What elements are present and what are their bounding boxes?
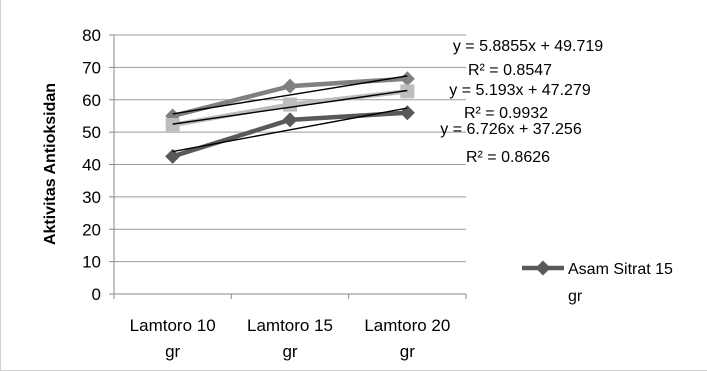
data-point (165, 118, 180, 133)
data-point (282, 112, 298, 128)
data-point (399, 71, 415, 87)
legend: Asam Sitrat 15 gr (522, 260, 673, 305)
r-squared-label: R² = 0.8626 (466, 149, 550, 166)
y-tick-label: 50 (82, 123, 101, 142)
x-tick-label: Lamtoro 15 (247, 316, 333, 335)
trendline-1 (172, 75, 408, 115)
y-tick-label: 70 (82, 58, 101, 77)
data-point (399, 105, 415, 121)
y-tick-label: 60 (82, 91, 101, 110)
legend-entry-label: gr (568, 288, 583, 305)
trendline-3 (172, 107, 408, 153)
data-point (282, 78, 298, 94)
y-tick-label: 30 (82, 188, 101, 207)
y-tick-label: 0 (92, 285, 101, 304)
y-axis-label: Aktivitas Antioksidan (42, 83, 59, 245)
x-tick-labels: Lamtoro 10 gr Lamtoro 15 gr Lamtoro 20 gr (130, 316, 451, 361)
y-tick-label: 20 (82, 220, 101, 239)
y-tick-label: 40 (82, 156, 101, 175)
data-point (165, 148, 181, 164)
data-point (535, 260, 551, 276)
axes (113, 35, 466, 295)
series-group (165, 71, 415, 164)
trend-equation: y = 5.193x + 47.279 (449, 82, 591, 99)
trendlines (172, 75, 408, 153)
x-tick-label: Lamtoro 20 (364, 316, 450, 335)
trendline-2 (172, 89, 408, 125)
data-point (283, 97, 297, 112)
x-tick-label: Lamtoro 10 (130, 316, 216, 335)
legend-entry-label: Asam Sitrat 15 (568, 261, 673, 278)
x-tick-label: gr (400, 342, 415, 361)
data-point (400, 84, 415, 99)
y-tick-label: 10 (82, 253, 101, 272)
trend-equation: y = 5.8855x + 49.719 (453, 38, 603, 55)
trend-equation: y = 6.726x + 37.256 (440, 121, 582, 138)
x-tick-label: gr (282, 342, 297, 361)
r-squared-label: R² = 0.8547 (468, 62, 552, 79)
r-squared-label: R² = 0.9932 (464, 105, 548, 122)
y-tick-labels: 0 10 20 30 40 50 60 70 80 (82, 26, 101, 304)
x-tick-label: gr (165, 342, 180, 361)
gridlines (109, 34, 467, 299)
y-tick-label: 80 (82, 26, 101, 45)
trend-equations: y = 5.8855x + 49.719 R² = 0.8547 y = 5.193… (440, 38, 603, 166)
